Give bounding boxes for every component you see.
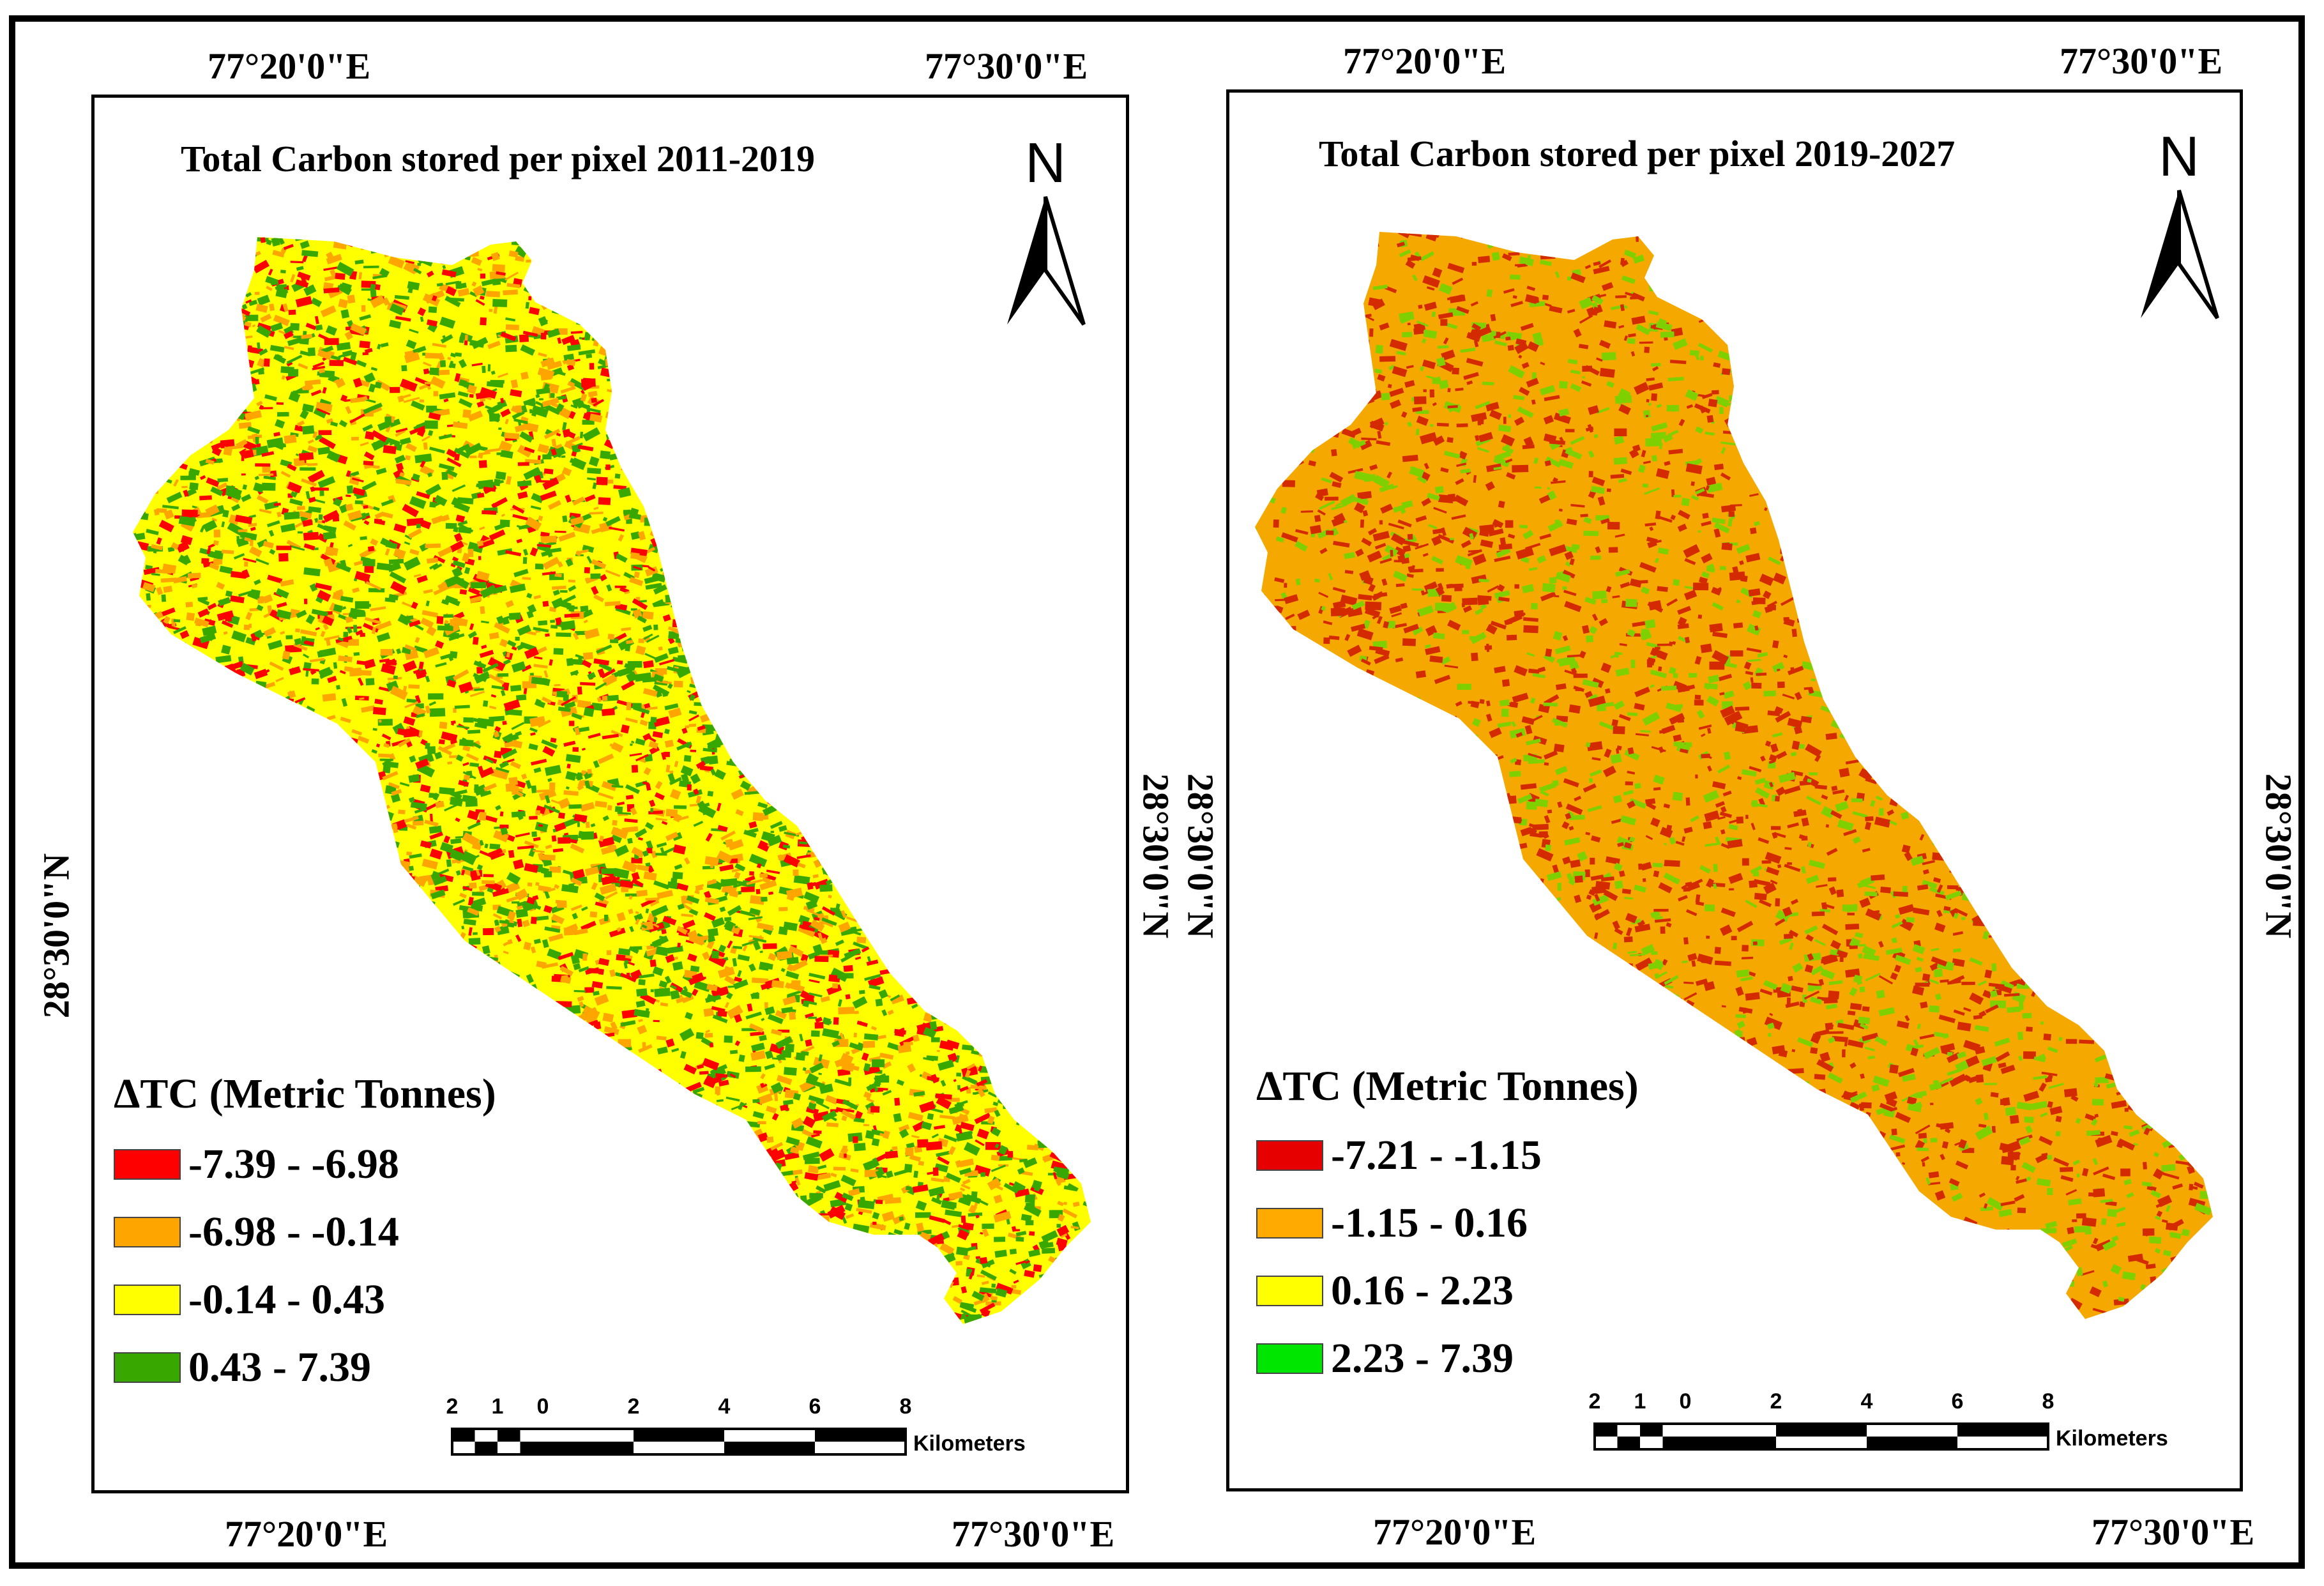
scale-tick-label: 6 (809, 1394, 821, 1419)
scale-tick-label: 8 (2042, 1389, 2054, 1414)
scale-tick-label: 2 (1588, 1389, 1601, 1414)
scale-tick-label: 1 (491, 1394, 504, 1419)
figure-frame (9, 15, 2305, 1569)
coord-top-right: 77°30'0"E (925, 45, 1088, 87)
scale-bar-graphic (1593, 1422, 2049, 1451)
scale-tick-label: 1 (1634, 1389, 1646, 1414)
coord-bottom-right: 77°30'0"E (952, 1513, 1115, 1555)
legend-label-3: 0.16 - 2.23 (1331, 1267, 1514, 1314)
scale-tick-label: 2 (446, 1394, 459, 1419)
map-panel-2019-2027: Total Carbon stored per pixel 2019-2027 … (1226, 89, 2243, 1491)
coord-top-left: 77°20'0"E (208, 45, 371, 87)
north-arrow-left-half (1007, 197, 1045, 324)
legend-swatch-2 (1256, 1208, 1323, 1239)
north-label: N (2159, 125, 2199, 188)
north-arrow: N (1007, 131, 1086, 326)
legend-item-4: 0.43 - 7.39 (114, 1343, 371, 1392)
scale-tick-label: 2 (1770, 1389, 1782, 1414)
scale-tick-label: 6 (1951, 1389, 1964, 1414)
legend-label-1: -7.21 - -1.15 (1331, 1132, 1542, 1178)
map-title: Total Carbon stored per pixel 2011-2019 (181, 138, 816, 179)
coord-left: 28°30'0"N (1180, 773, 1222, 939)
scale-bar-graphic (451, 1428, 907, 1456)
legend-swatch-1 (114, 1149, 181, 1180)
legend-swatch-4 (114, 1352, 181, 1383)
coord-top-left: 77°20'0"E (1343, 40, 1507, 82)
legend-label-2: -6.98 - -0.14 (188, 1209, 399, 1255)
north-arrow-left-half (2141, 190, 2179, 318)
legend-title: ΔTC (Metric Tonnes) (114, 1071, 496, 1117)
map-title: Total Carbon stored per pixel 2019-2027 (1319, 133, 1956, 174)
scale-tick-label: 0 (1679, 1389, 1692, 1414)
legend-swatch-4 (1256, 1343, 1323, 1374)
north-label: N (1025, 131, 1066, 194)
scale-tick-label: 4 (1860, 1389, 1873, 1414)
north-arrow-right-half (1044, 196, 1086, 326)
legend-label-3: -0.14 - 0.43 (188, 1276, 385, 1323)
map-panel-2011-2019: Total Carbon stored per pixel 2011-2019 … (91, 95, 1129, 1493)
scale-unit: Kilometers (913, 1431, 1026, 1456)
legend-item-1: -7.21 - -1.15 (1256, 1131, 1542, 1180)
coord-right: 28°30'0"N (1135, 773, 1177, 939)
scale-unit: Kilometers (2056, 1426, 2168, 1451)
legend-swatch-1 (1256, 1140, 1323, 1171)
scale-tick-label: 4 (718, 1394, 731, 1419)
legend-label-1: -7.39 - -6.98 (188, 1141, 399, 1187)
coord-right: 28°30'0"N (2258, 773, 2300, 939)
legend-item-2: -6.98 - -0.14 (114, 1208, 399, 1256)
legend-swatch-3 (1256, 1276, 1323, 1306)
legend-swatch-3 (114, 1285, 181, 1315)
legend-item-4: 2.23 - 7.39 (1256, 1334, 1514, 1383)
legend-item-2: -1.15 - 0.16 (1256, 1199, 1528, 1247)
coord-bottom-left: 77°20'0"E (1373, 1511, 1537, 1553)
carbon-map-2011-2019 (133, 237, 1091, 1324)
coord-bottom-right: 77°30'0"E (2092, 1511, 2255, 1553)
north-arrow: N (2141, 125, 2219, 319)
legend-item-3: -0.14 - 0.43 (114, 1276, 385, 1324)
legend-label-4: 0.43 - 7.39 (188, 1344, 371, 1391)
north-arrow-right-half (2177, 190, 2219, 319)
coord-top-right: 77°30'0"E (2060, 40, 2223, 82)
scale-tick-label: 2 (627, 1394, 640, 1419)
legend-label-2: -1.15 - 0.16 (1331, 1200, 1528, 1246)
legend-title: ΔTC (Metric Tonnes) (1256, 1063, 1639, 1109)
scale-tick-label: 8 (899, 1394, 912, 1419)
coord-left: 28°30'0"N (35, 853, 77, 1019)
legend-item-1: -7.39 - -6.98 (114, 1140, 399, 1189)
coord-bottom-left: 77°20'0"E (225, 1513, 388, 1555)
legend-item-3: 0.16 - 2.23 (1256, 1267, 1514, 1315)
carbon-map-2019-2027 (1255, 232, 2213, 1319)
scale-tick-label: 0 (536, 1394, 549, 1419)
legend-swatch-2 (114, 1217, 181, 1247)
legend-label-4: 2.23 - 7.39 (1331, 1335, 1514, 1382)
